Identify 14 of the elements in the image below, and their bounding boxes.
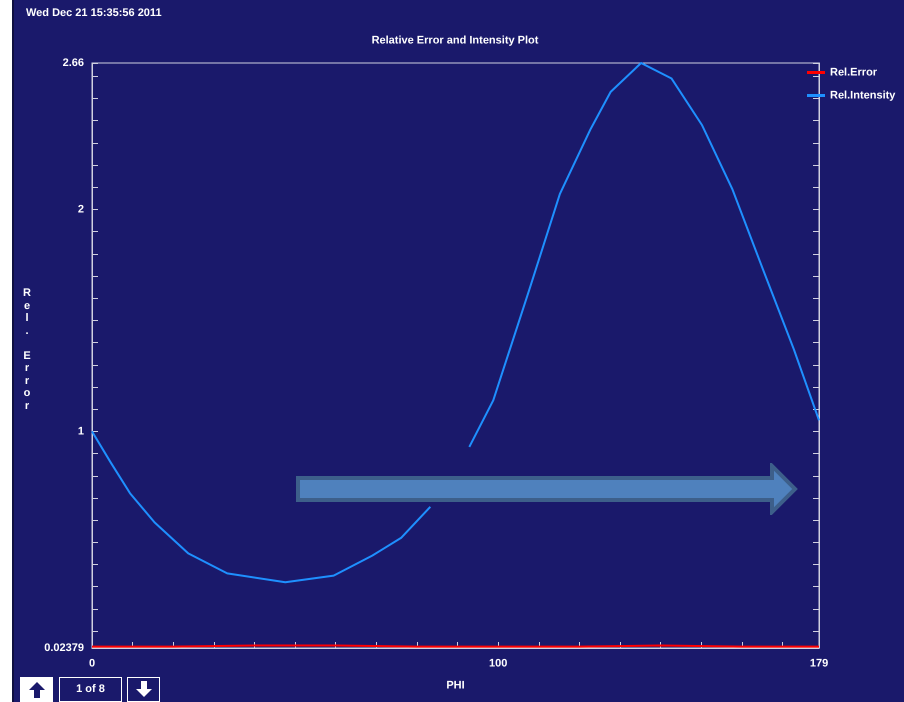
y-tick-label: 2 [78, 203, 84, 216]
text: Wed Dec 21 15:35:56 2011 [26, 7, 162, 19]
y-tick-label: 1 [78, 425, 84, 438]
chart-title: Relative Error and Intensity Plot [372, 34, 539, 46]
x-axis-title: PHI [446, 680, 465, 692]
legend-label: Rel.Intensity [830, 90, 896, 102]
x-tick-label: 179 [810, 658, 828, 670]
x-tick-label: 0 [88, 658, 96, 670]
y-tick-label: 2.66 [62, 57, 84, 69]
text: 1 of 8 [59, 677, 122, 702]
text: Rel. Error [23, 287, 31, 412]
legend-label: Rel.Error [830, 66, 878, 78]
y-tick-label: 0.02379 [44, 642, 84, 654]
x-tick-label: 100 [488, 658, 508, 670]
